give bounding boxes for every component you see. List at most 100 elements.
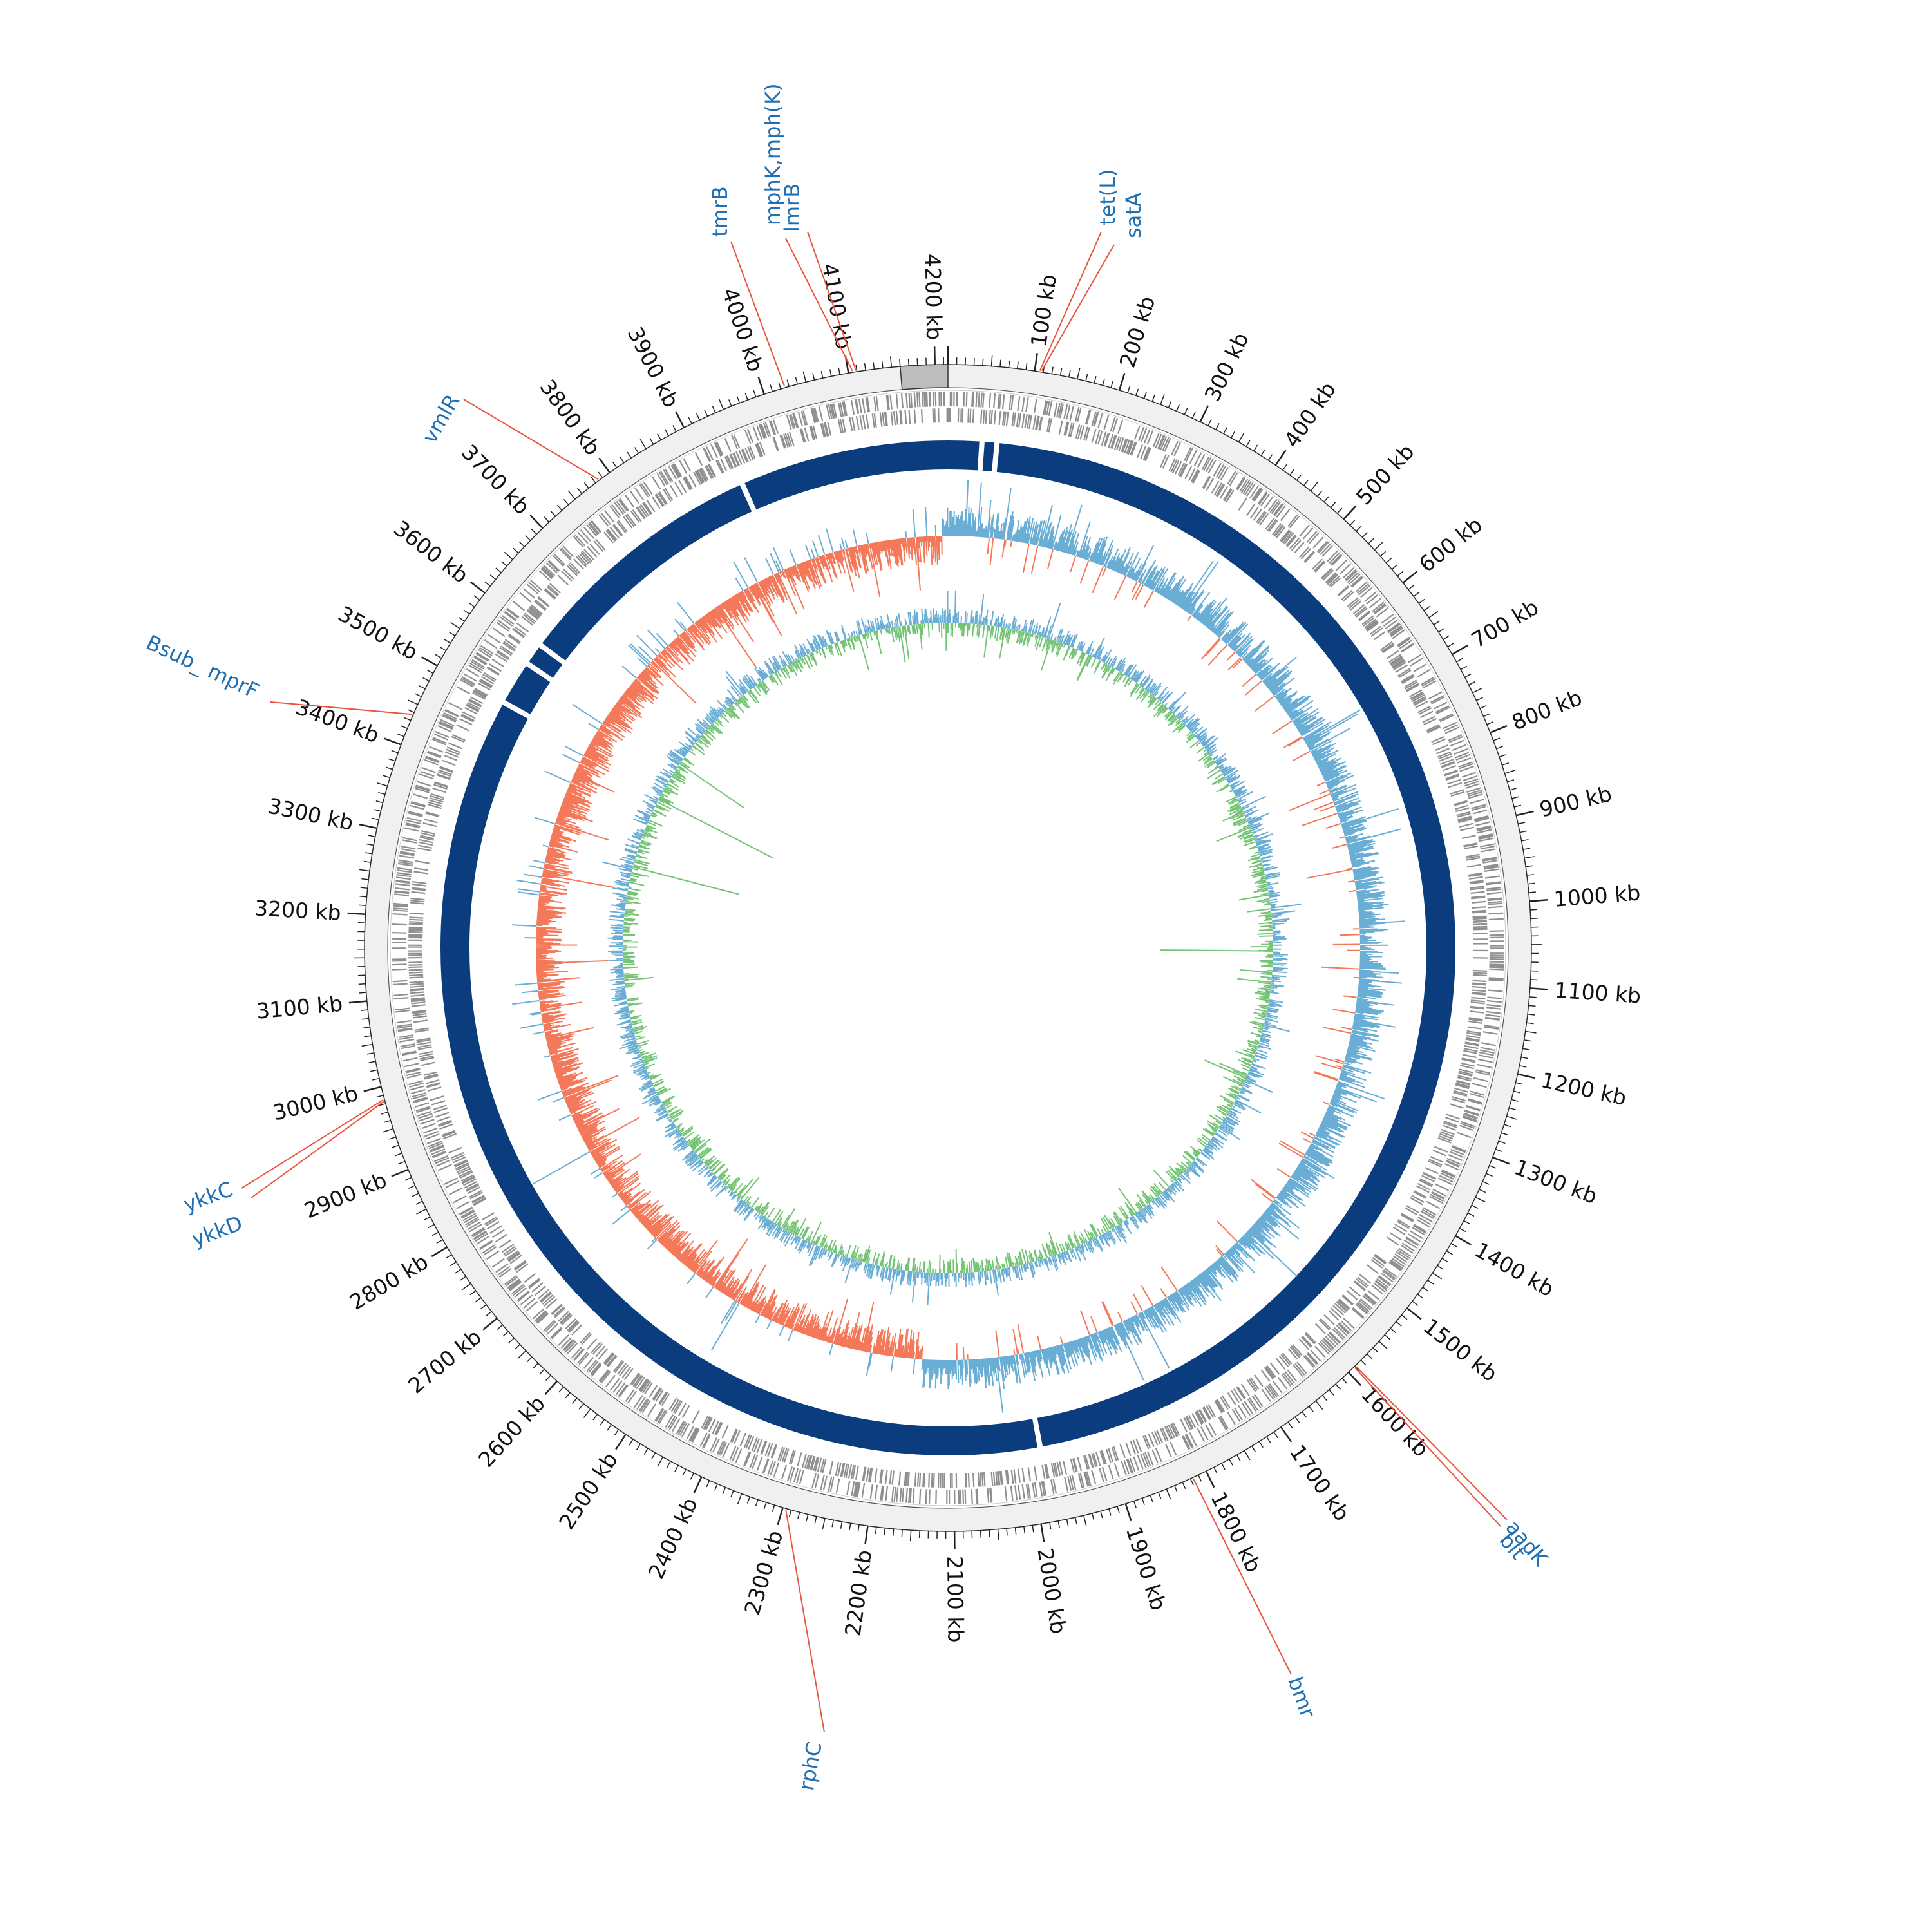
tick-label: 4200 kb: [920, 253, 947, 340]
minor-tick: [359, 896, 367, 898]
tick-label: 3600 kb: [389, 515, 473, 588]
minor-tick: [997, 1529, 999, 1540]
minor-tick: [513, 547, 519, 554]
minor-tick: [822, 1518, 826, 1530]
tick-label: 3300 kb: [265, 793, 355, 835]
gc-skew-positive: [512, 480, 1405, 1413]
minor-tick: [786, 379, 790, 387]
gene-leader-line: [1041, 244, 1115, 372]
minor-tick: [372, 1077, 380, 1081]
tick-label: 600 kb: [1414, 512, 1487, 577]
minor-tick: [375, 800, 383, 804]
minor-tick: [1208, 419, 1212, 426]
minor-tick: [682, 1469, 687, 1476]
minor-tick: [881, 361, 884, 368]
contig-segment: [542, 485, 752, 661]
minor-tick: [857, 1524, 860, 1532]
minor-tick: [1384, 1334, 1390, 1340]
minor-tick: [634, 447, 639, 454]
minor-tick: [1150, 1495, 1153, 1502]
minor-tick: [772, 1504, 775, 1512]
minor-tick: [389, 1136, 397, 1140]
major-tick: [1040, 1524, 1045, 1542]
minor-tick: [1423, 605, 1430, 611]
minor-tick: [480, 1304, 487, 1310]
minor-tick: [502, 1331, 509, 1337]
minor-tick: [392, 1144, 399, 1148]
minor-tick: [358, 983, 366, 985]
minor-tick: [1528, 1014, 1535, 1016]
minor-tick: [1143, 392, 1147, 399]
major-tick: [1274, 450, 1287, 466]
minor-tick: [722, 1487, 726, 1494]
minor-tick: [1522, 848, 1530, 850]
minor-tick: [1390, 1327, 1396, 1334]
minor-tick: [458, 616, 465, 622]
contig-ring: [440, 440, 1455, 1455]
gc-skew-negative: [535, 536, 1361, 1360]
minor-tick: [408, 1185, 415, 1189]
minor-tick: [1213, 1467, 1218, 1474]
minor-tick: [1479, 1189, 1486, 1193]
minor-tick: [1511, 1099, 1519, 1102]
minor-tick: [639, 439, 647, 450]
minor-tick: [855, 365, 858, 372]
major-tick: [1529, 898, 1548, 902]
major-tick: [1205, 1470, 1215, 1488]
minor-tick: [1360, 1359, 1367, 1366]
minor-tick: [415, 1200, 423, 1205]
minor-tick: [358, 869, 370, 872]
minor-tick: [884, 1528, 886, 1535]
minor-tick: [916, 358, 918, 366]
minor-tick: [1245, 440, 1251, 447]
contig-segment: [982, 442, 995, 472]
minor-tick: [1266, 1436, 1271, 1443]
minor-tick: [475, 1297, 482, 1303]
minor-tick: [1315, 1400, 1323, 1410]
minor-tick: [999, 359, 1001, 367]
tick-label: 800 kb: [1508, 685, 1586, 735]
minor-tick: [1317, 490, 1323, 497]
minor-tick: [1493, 737, 1501, 741]
minor-tick: [1323, 496, 1329, 502]
minor-tick: [526, 1356, 533, 1363]
major-tick: [777, 1507, 784, 1526]
major-tick: [598, 457, 611, 473]
minor-tick: [381, 1112, 388, 1115]
minor-tick: [667, 1461, 671, 1468]
tick-label: 3900 kb: [623, 323, 685, 412]
gene-label: vmlR: [417, 390, 465, 448]
minor-tick: [820, 371, 824, 379]
tick-label: 3000 kb: [270, 1081, 361, 1126]
minor-tick: [550, 511, 556, 517]
minor-tick: [1336, 507, 1343, 514]
tick-label: 2400 kb: [643, 1493, 703, 1582]
major-tick: [1492, 1156, 1510, 1165]
minor-tick: [1110, 381, 1113, 388]
minor-tick: [1378, 1341, 1388, 1349]
tick-label: 4000 kb: [717, 285, 768, 375]
minor-tick: [1151, 394, 1155, 402]
tick-label: 500 kb: [1351, 439, 1419, 510]
minor-tick: [592, 1414, 598, 1421]
major-tick: [1034, 353, 1038, 372]
major-tick: [933, 346, 936, 365]
minor-tick: [1472, 687, 1483, 694]
minor-tick: [1447, 643, 1454, 648]
minor-tick: [1438, 627, 1445, 633]
minor-tick: [1379, 551, 1387, 557]
tick-label: 1100 kb: [1553, 978, 1642, 1009]
minor-tick: [778, 382, 782, 390]
minor-tick: [1221, 1463, 1226, 1470]
minor-tick: [539, 1368, 545, 1375]
minor-tick: [1511, 796, 1519, 799]
tick-label: 400 kb: [1279, 377, 1341, 452]
minor-tick: [391, 750, 399, 753]
tick-label: 1600 kb: [1356, 1381, 1434, 1462]
minor-tick: [1100, 1511, 1103, 1519]
minor-tick: [688, 417, 692, 424]
minor-tick: [849, 1523, 851, 1531]
minor-tick: [1282, 464, 1287, 471]
minor-tick: [1522, 1048, 1530, 1050]
